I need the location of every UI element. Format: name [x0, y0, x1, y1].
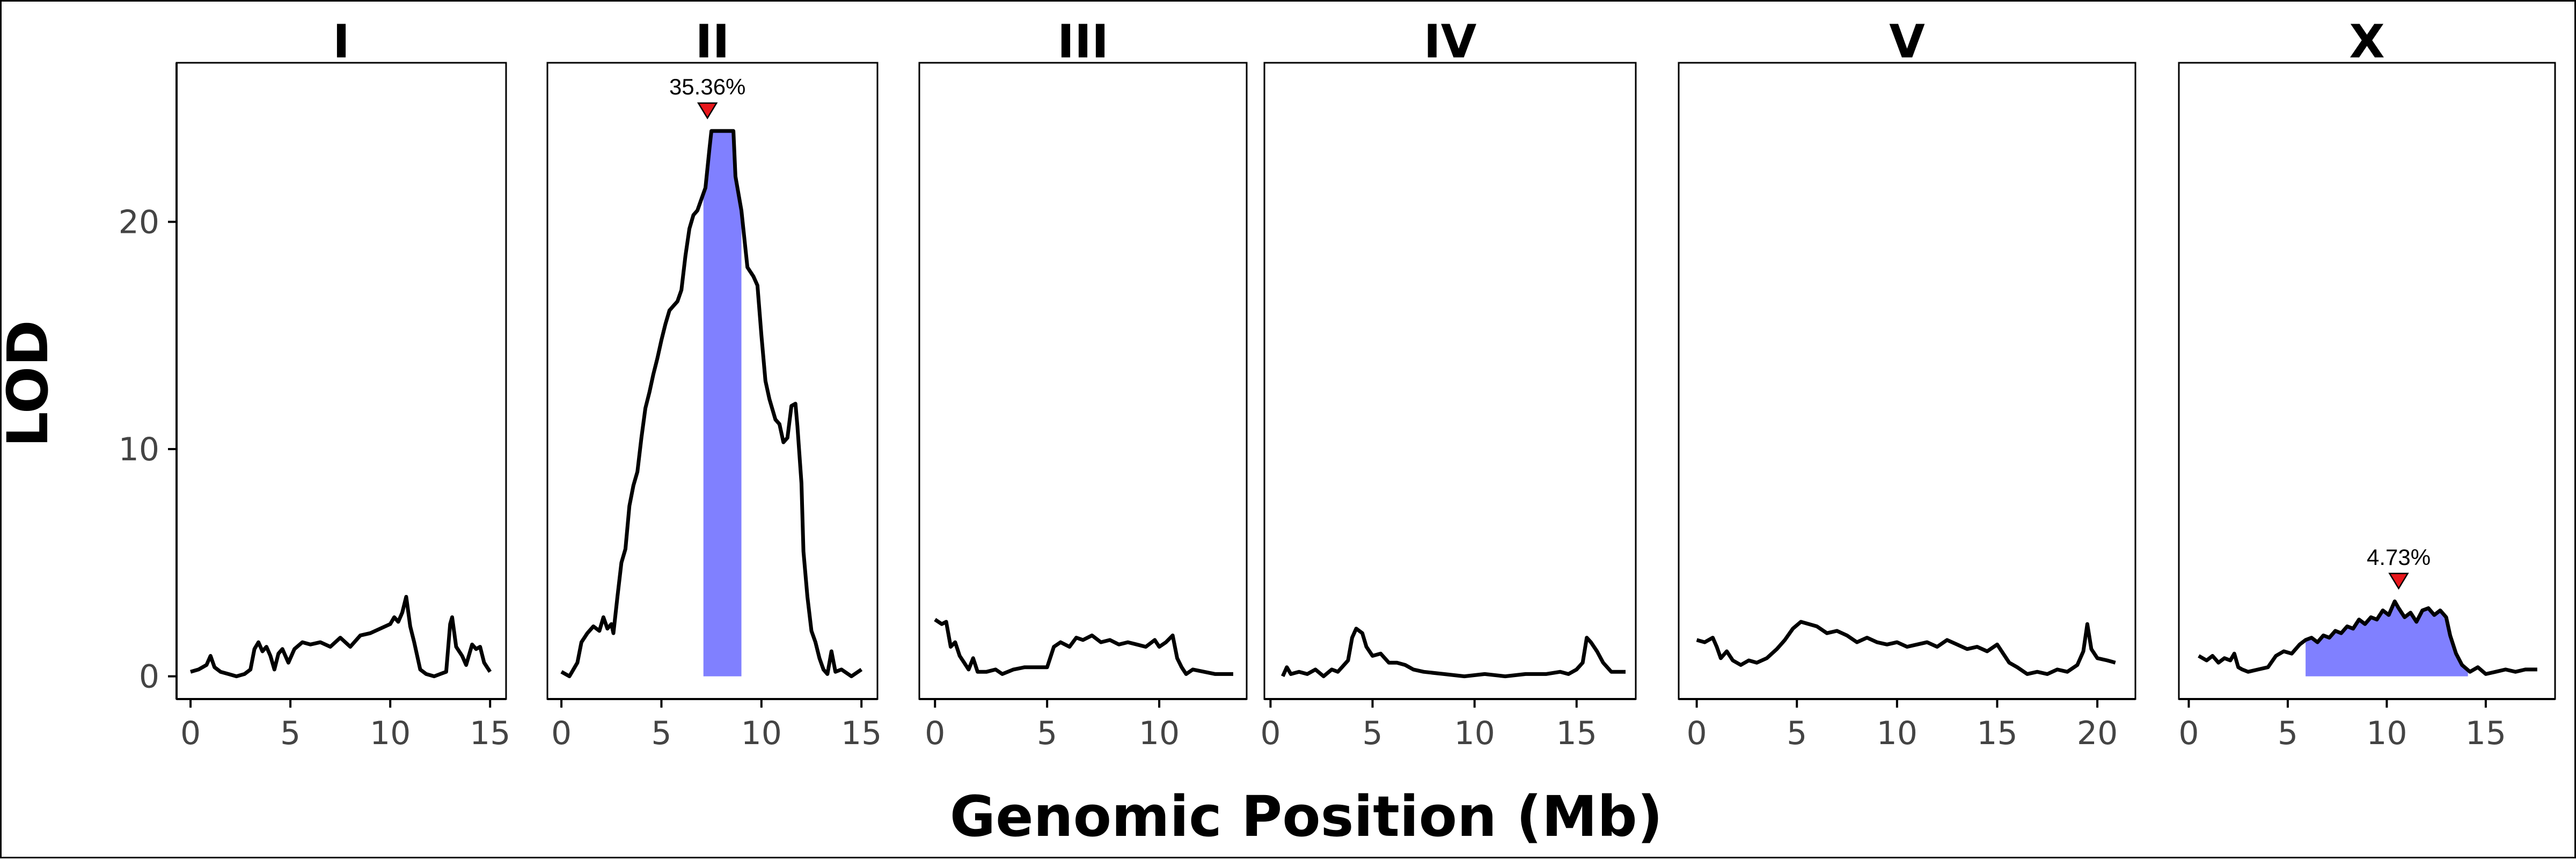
facet-title: II: [696, 15, 730, 69]
x-tick-label: 15: [1556, 715, 1597, 752]
lod-line: [2198, 599, 2537, 676]
panel-v: V 0 5 10 15 20: [1678, 15, 2136, 752]
y-tick-label: 0: [139, 658, 159, 696]
peak-label: 35.36%: [669, 74, 745, 99]
x-tick-label: 0: [1686, 715, 1707, 752]
x-tick-label: 10: [1877, 715, 1918, 752]
panel-frame: [1678, 62, 2136, 700]
x-tick-label: 0: [2178, 715, 2199, 752]
x-tick-label: 20: [2077, 715, 2118, 752]
y-tick-label: 10: [119, 431, 159, 468]
peak-marker: [697, 102, 718, 120]
panel-i: I 0 5 10 15: [175, 15, 510, 752]
panel-frame: [918, 62, 1248, 700]
x-tick-label: 5: [1787, 715, 1807, 752]
x-tick-label: 10: [741, 715, 782, 752]
x-axis-title: Genomic Position (Mb): [950, 784, 1663, 849]
facet-title: V: [1889, 15, 1925, 69]
x-tick-label: 5: [651, 715, 671, 752]
x-tick-label: 5: [1037, 715, 1057, 752]
panel-frame: [175, 62, 507, 700]
x-tick-label: 0: [925, 715, 945, 752]
x-tick-label: 10: [370, 715, 411, 752]
x-tick-label: 5: [1362, 715, 1382, 752]
y-axis-title: LOD: [2, 320, 61, 447]
peak-marker: [2388, 572, 2409, 590]
x-tick-label: 15: [2465, 715, 2506, 752]
y-axis: 0 10 20: [119, 63, 178, 699]
peak-label: 4.73%: [2367, 545, 2431, 570]
x-tick-label: 0: [551, 715, 572, 752]
x-tick-label: 10: [2366, 715, 2407, 752]
confidence-interval: [703, 131, 742, 677]
lod-line: [1281, 627, 1626, 679]
x-tick-label: 10: [1139, 715, 1180, 752]
panel-frame: [2178, 62, 2556, 700]
x-tick-label: 15: [470, 715, 510, 752]
panel-ii: 35.36% II 0 5 10 15: [546, 15, 882, 752]
facet-panels: I 0 5 10 15 35.36% II 0 5 10 15 III 0 5 10 IV 0 5 10 15 V 0 5 1…: [175, 15, 2556, 752]
lod-line: [560, 129, 863, 679]
facet-title: III: [1057, 15, 1109, 69]
panel-iv: IV 0 5 10 15: [1260, 15, 1637, 752]
x-tick-label: 0: [180, 715, 201, 752]
x-tick-label: 0: [1260, 715, 1280, 752]
panel-frame: [1263, 62, 1637, 700]
panel-iii: III 0 5 10: [918, 15, 1248, 752]
facet-title: X: [2349, 15, 2384, 69]
facet-title: I: [333, 15, 350, 69]
confidence-interval: [2306, 601, 2468, 677]
lod-line: [934, 618, 1233, 676]
facet-title: IV: [1424, 15, 1477, 69]
y-tick-label: 20: [119, 204, 159, 241]
x-tick-label: 15: [1977, 715, 2017, 752]
panel-x: 4.73% X 0 5 10 15: [2178, 15, 2556, 752]
x-tick-label: 15: [841, 715, 882, 752]
lod-line: [1696, 620, 2116, 676]
x-tick-label: 5: [280, 715, 301, 752]
lod-line: [190, 594, 492, 679]
x-tick-label: 10: [1454, 715, 1495, 752]
x-tick-label: 5: [2278, 715, 2298, 752]
